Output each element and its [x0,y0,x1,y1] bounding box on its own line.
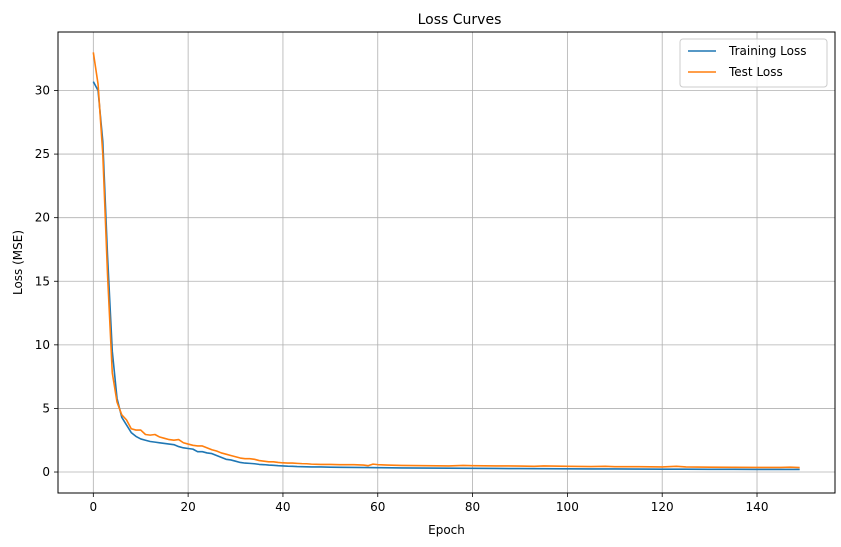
plot-area-background [58,32,835,493]
legend-label-training-loss: Training Loss [728,44,806,58]
y-tick-label: 30 [35,83,50,97]
chart-title: Loss Curves [418,12,502,28]
x-tick-label: 0 [89,500,97,514]
y-tick-label: 25 [35,147,50,161]
x-tick-label: 40 [275,500,290,514]
series-line-training-loss [92,81,800,471]
tick-layer: 0 20 40 60 80 100 120 140 0 5 10 15 20 25 30 [35,83,769,514]
x-tick-label: 120 [651,500,674,514]
grid-layer [58,32,835,493]
y-tick-label: 20 [35,211,50,225]
x-tick-label: 140 [746,500,769,514]
y-axis-title: Loss (MSE) [11,230,25,295]
series-layer [92,52,800,471]
y-tick-label: 5 [42,401,50,415]
x-tick-label: 100 [556,500,579,514]
y-tick-label: 15 [35,274,50,288]
legend-label-test-loss: Test Loss [728,65,783,79]
x-tick-label: 80 [465,500,480,514]
y-tick-label: 10 [35,338,50,352]
x-axis-title: Epoch [428,523,465,537]
plot-area-frame [57,31,836,494]
x-tick-label: 20 [180,500,195,514]
y-tick-label: 0 [42,465,50,479]
legend-frame [679,38,828,88]
x-tick-label: 60 [370,500,385,514]
legend: Training Loss Test Loss [679,38,828,88]
series-line-test-loss [92,52,800,469]
